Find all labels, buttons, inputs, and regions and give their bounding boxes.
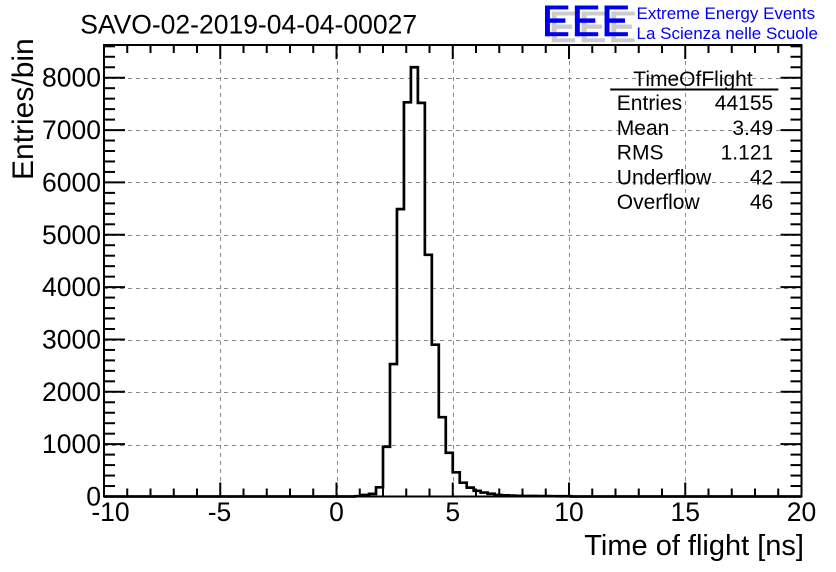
svg-text:4000: 4000	[42, 272, 101, 302]
svg-text:0: 0	[86, 482, 101, 512]
svg-text:0: 0	[329, 497, 344, 527]
svg-text:3000: 3000	[42, 324, 101, 354]
svg-text:Overflow: Overflow	[617, 191, 701, 214]
svg-text:1.121: 1.121	[721, 142, 774, 165]
svg-text:8000: 8000	[42, 63, 101, 93]
svg-text:46: 46	[750, 191, 773, 214]
svg-text:Entries/bin: Entries/bin	[7, 38, 40, 180]
svg-text:6000: 6000	[42, 167, 101, 197]
svg-text:15: 15	[671, 497, 700, 527]
svg-text:10: 10	[554, 497, 583, 527]
svg-text:Entries: Entries	[617, 92, 682, 115]
svg-text:5000: 5000	[42, 220, 101, 250]
svg-text:La Scienza nelle Scuole: La Scienza nelle Scuole	[637, 24, 818, 43]
svg-text:1000: 1000	[42, 429, 101, 459]
svg-text:Mean: Mean	[617, 117, 670, 140]
svg-text:2000: 2000	[42, 377, 101, 407]
svg-text:Time of flight [ns]: Time of flight [ns]	[584, 530, 804, 562]
svg-text:Underflow: Underflow	[617, 166, 712, 189]
svg-text:Extreme Energy Events: Extreme Energy Events	[637, 4, 816, 23]
svg-text:44155: 44155	[715, 92, 773, 115]
svg-text:5: 5	[445, 497, 460, 527]
svg-text:-5: -5	[208, 497, 232, 527]
svg-text:7000: 7000	[42, 115, 101, 145]
svg-text:TimeOfFlight: TimeOfFlight	[633, 68, 753, 91]
svg-text:RMS: RMS	[617, 142, 664, 165]
svg-text:20: 20	[787, 497, 816, 527]
svg-text:-10: -10	[91, 497, 129, 527]
svg-text:42: 42	[750, 166, 773, 189]
svg-text:SAVO-02-2019-04-04-00027: SAVO-02-2019-04-04-00027	[80, 10, 417, 40]
svg-text:3.49: 3.49	[732, 117, 773, 140]
